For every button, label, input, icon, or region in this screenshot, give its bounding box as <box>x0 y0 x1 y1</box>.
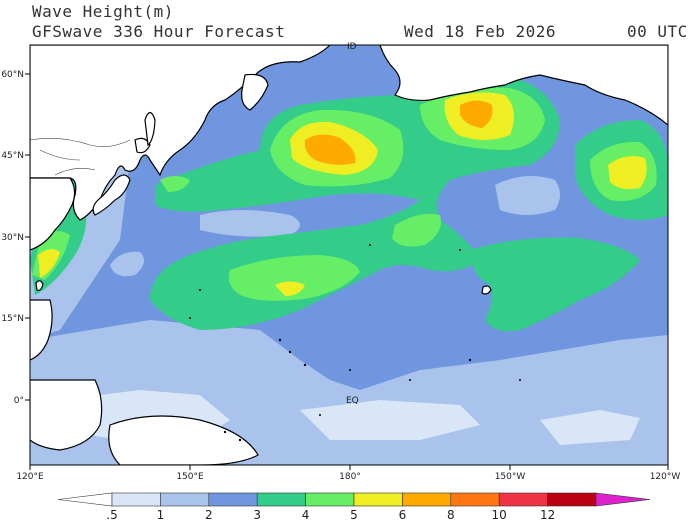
wave-band-6-8m <box>304 100 493 165</box>
colorbar-segment <box>111 492 161 507</box>
colorbar-segment <box>305 492 355 507</box>
colorbar-segment <box>450 492 500 507</box>
colorbar-label: 1 <box>157 508 165 522</box>
forecast-date: Wed 18 Feb 2026 <box>404 22 556 41</box>
colorbar-label: 5 <box>350 508 358 522</box>
colorbar-segment <box>208 492 258 507</box>
map-field <box>30 45 668 465</box>
lat-label: 15°N <box>1 314 24 324</box>
colorbar-label: 10 <box>492 508 507 522</box>
colorbar-segment <box>547 492 597 507</box>
longitude-axis: 120°E 150°E 180° 150°W 120°W <box>16 465 680 482</box>
lon-label: 120°E <box>16 472 44 482</box>
colorbar-label: .5 <box>106 508 117 522</box>
colorbar-segment <box>595 492 651 507</box>
map-frame <box>29 44 669 466</box>
forecast-time: 00 UTC <box>627 22 688 41</box>
map-annotation: ID <box>347 42 357 52</box>
equator-label: EQ <box>346 396 359 406</box>
latitude-axis: 60°N 45°N 30°N 15°N 0° <box>1 70 30 406</box>
colorbar-segment <box>256 492 306 507</box>
lat-label: 45°N <box>1 151 24 161</box>
colorbar-label: 6 <box>399 508 407 522</box>
colorbar-label: 4 <box>302 508 310 522</box>
small-islands <box>189 244 521 442</box>
lat-label: 60°N <box>1 70 24 80</box>
colorbar-segment <box>402 492 452 507</box>
colorbar-segment <box>353 492 403 507</box>
colorbar-segment <box>498 492 548 507</box>
colorbar-label: 2 <box>205 508 213 522</box>
lon-label: 150°E <box>176 472 204 482</box>
land-masses <box>30 45 668 465</box>
colorbar-label: 12 <box>540 508 555 522</box>
country-borders <box>30 138 131 176</box>
map-title: Wave Height(m) <box>32 2 174 21</box>
colorbar: .5 1 2 3 4 5 6 8 10 12 <box>57 492 651 522</box>
colorbar-segment <box>57 492 113 507</box>
lat-label: 30°N <box>1 233 24 243</box>
lon-label: 120°W <box>650 472 681 482</box>
colorbar-label: 8 <box>447 508 455 522</box>
lat-label: 0° <box>14 396 24 406</box>
colorbar-label: 3 <box>253 508 261 522</box>
colorbar-segment <box>160 492 210 507</box>
lon-label: 150°W <box>495 472 526 482</box>
forecast-label: GFSwave 336 Hour Forecast <box>32 22 286 41</box>
lon-label: 180° <box>339 472 361 482</box>
